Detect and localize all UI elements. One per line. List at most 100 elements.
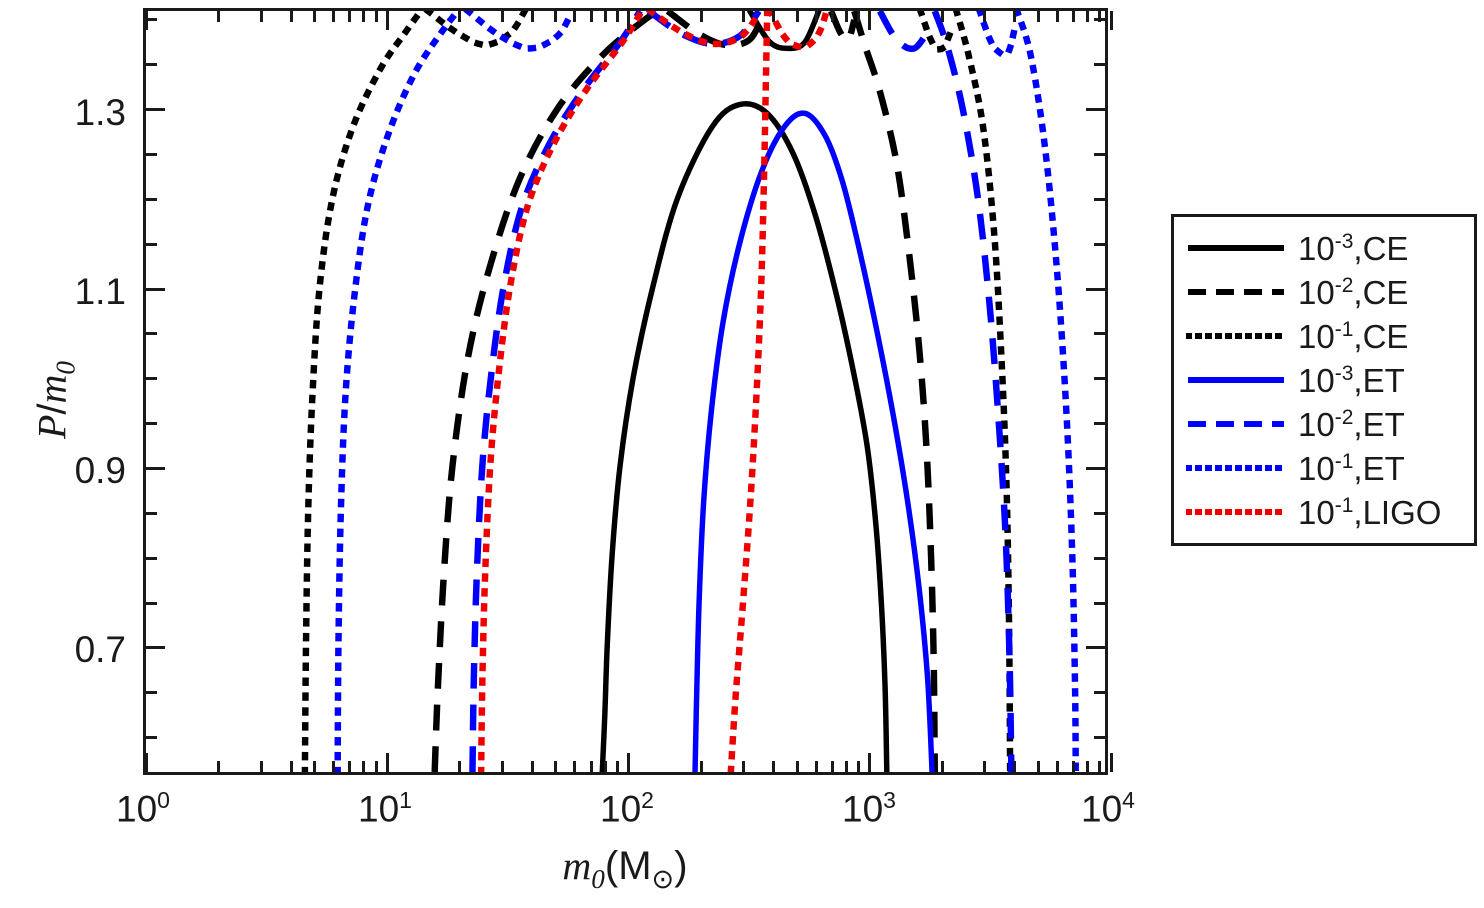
curve-branch bbox=[477, 11, 646, 772]
curve-branch bbox=[876, 11, 932, 52]
x-axis-tick bbox=[362, 761, 366, 772]
legend-item-3[interactable]: 10-3,ET bbox=[1174, 358, 1474, 402]
x-axis-tick-top bbox=[814, 11, 818, 22]
y-tick-label-4: 0.7 bbox=[74, 629, 126, 670]
x-axis-tick bbox=[259, 761, 263, 772]
curve-branch bbox=[931, 11, 1015, 772]
x-axis-tick bbox=[814, 761, 818, 772]
y-axis-tick bbox=[146, 422, 157, 426]
x-axis-tick bbox=[940, 761, 944, 772]
y-axis-tick bbox=[146, 287, 165, 291]
x-axis-tick bbox=[217, 761, 221, 772]
x-tick-label-5: 104 bbox=[1081, 787, 1135, 830]
y-axis-tick bbox=[146, 63, 157, 67]
legend-label-1: 10-2,CE bbox=[1298, 274, 1409, 311]
y-axis-tick-right bbox=[1094, 691, 1105, 695]
y-axis-tick-right bbox=[1094, 601, 1105, 605]
y-axis-tick-right bbox=[1094, 242, 1105, 246]
legend-item-2[interactable]: 10-1,CE bbox=[1174, 314, 1474, 358]
sun-symbol-icon: ⊙ bbox=[651, 864, 675, 894]
x-axis-tick bbox=[772, 761, 776, 772]
legend-item-4[interactable]: 10-2,ET bbox=[1174, 402, 1474, 446]
curve-branch bbox=[301, 11, 425, 772]
y-axis-tick bbox=[146, 511, 157, 515]
x-axis-tick bbox=[1055, 761, 1059, 772]
x-axis-tick-top bbox=[772, 11, 776, 22]
x-axis-tick bbox=[554, 761, 558, 772]
y-axis-tick-right bbox=[1094, 422, 1105, 426]
x-axis-tick bbox=[795, 761, 799, 772]
legend-label-4: 10-2,ET bbox=[1298, 406, 1405, 443]
x-axis-tick bbox=[868, 753, 872, 772]
legend-label-0: 10-3,CE bbox=[1298, 230, 1409, 267]
x-axis-tick bbox=[144, 753, 148, 772]
curve-series-3 bbox=[692, 110, 935, 772]
x-axis-title-paren-open: (M bbox=[604, 844, 652, 888]
x-axis-tick-top bbox=[573, 11, 577, 22]
y-axis-tick-right bbox=[1094, 511, 1105, 515]
x-axis-tick-top bbox=[259, 11, 263, 22]
curve-branch bbox=[917, 11, 957, 53]
x-axis-tick bbox=[830, 761, 834, 772]
legend-item-5[interactable]: 10-1,ET bbox=[1174, 446, 1474, 490]
y-axis-tick-right bbox=[1086, 467, 1105, 470]
x-axis-tick-top bbox=[1109, 11, 1113, 30]
curve-branch bbox=[423, 11, 529, 49]
y-tick-label-1: 1.3 bbox=[74, 92, 126, 133]
legend-line-sample-4 bbox=[1188, 421, 1284, 427]
y-tick-label-2: 1.1 bbox=[74, 271, 126, 312]
legend-item-1[interactable]: 10-2,CE bbox=[1174, 270, 1474, 314]
curve-series-5 bbox=[334, 11, 1079, 772]
x-axis-tick bbox=[1072, 761, 1076, 772]
x-axis-title-mass: m bbox=[562, 843, 592, 888]
y-axis-title: P/m0 bbox=[29, 361, 82, 439]
x-axis-tick bbox=[844, 761, 848, 772]
x-tick-label-4: 103 bbox=[842, 787, 896, 830]
x-axis-tick-top bbox=[844, 11, 848, 22]
curve-branch bbox=[747, 11, 822, 52]
x-axis-tick-top bbox=[940, 11, 944, 22]
x-axis-tick bbox=[983, 761, 987, 772]
x-axis-tick bbox=[332, 761, 336, 772]
x-axis-tick-top bbox=[615, 11, 619, 22]
x-axis-tick-top bbox=[217, 11, 221, 22]
x-axis-tick-top bbox=[857, 11, 861, 22]
y-axis-tick bbox=[146, 691, 157, 695]
legend-item-0[interactable]: 10-3,CE bbox=[1174, 226, 1474, 270]
plot-area bbox=[143, 8, 1113, 775]
curve-branch bbox=[1013, 11, 1079, 772]
x-axis-tick bbox=[530, 761, 534, 772]
x-axis-tick bbox=[313, 761, 317, 772]
curve-branch bbox=[828, 11, 858, 44]
x-axis-tick bbox=[1036, 761, 1040, 772]
x-axis-tick-top bbox=[362, 11, 366, 22]
legend-line-sample-0 bbox=[1188, 245, 1284, 251]
x-axis-tick-top bbox=[1036, 11, 1040, 22]
x-axis-tick-top bbox=[348, 11, 352, 22]
y-axis-tick bbox=[146, 108, 165, 112]
y-axis-tick bbox=[146, 601, 157, 605]
x-axis-tick-top bbox=[830, 11, 834, 22]
curve-branch bbox=[431, 11, 663, 772]
legend-label-2: 10-1,CE bbox=[1298, 318, 1409, 355]
x-axis-tick-top bbox=[530, 11, 534, 22]
x-axis-tick-top bbox=[554, 11, 558, 22]
legend-label-5: 10-1,ET bbox=[1298, 450, 1405, 487]
x-axis-tick bbox=[385, 753, 389, 772]
y-axis-tick bbox=[146, 242, 157, 246]
y-tick-label-3: 0.9 bbox=[74, 450, 126, 491]
y-axis-tick-right bbox=[1094, 377, 1105, 381]
x-axis-tick-top bbox=[332, 11, 336, 22]
legend-line-sample-5 bbox=[1186, 465, 1286, 471]
x-axis-title: m0(M⊙) bbox=[562, 842, 687, 895]
curve-branch bbox=[463, 11, 577, 52]
y-axis-tick bbox=[146, 153, 157, 157]
legend-label-3: 10-3,ET bbox=[1298, 362, 1405, 399]
x-axis-tick-top bbox=[1072, 11, 1076, 22]
curve-branch bbox=[692, 110, 935, 772]
legend-item-6[interactable]: 10-1,LIGO bbox=[1174, 490, 1474, 534]
legend-line-sample-1 bbox=[1188, 289, 1284, 295]
y-axis-tick bbox=[146, 467, 165, 470]
x-axis-tick bbox=[857, 761, 861, 772]
